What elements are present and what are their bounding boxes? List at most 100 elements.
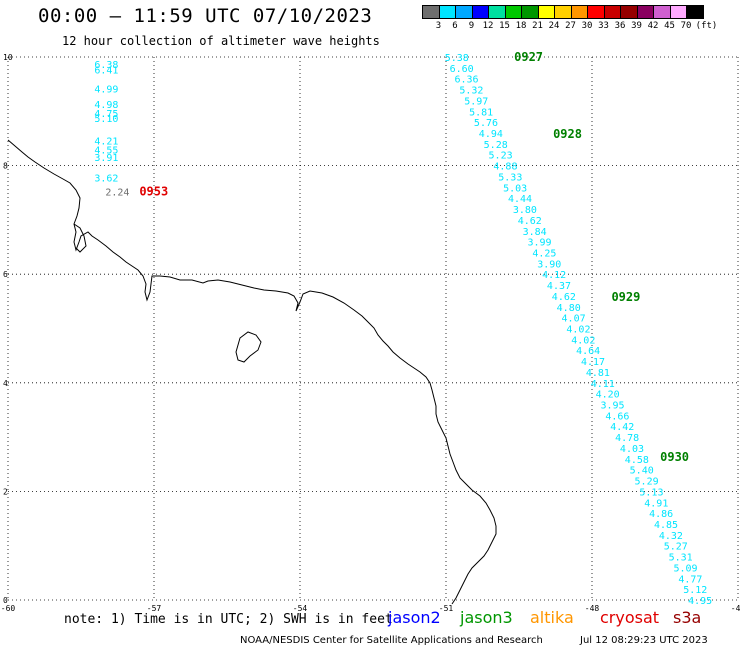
wave-height-label: 4.03 bbox=[620, 444, 644, 455]
scale-label: 15 bbox=[499, 21, 510, 31]
legend-cryosat: cryosat bbox=[600, 608, 660, 627]
coastline bbox=[7, 139, 497, 605]
wave-height-label: 6.41 bbox=[94, 65, 118, 76]
x-tick-label: -51 bbox=[439, 604, 454, 613]
wave-height-label: 4.85 bbox=[654, 520, 678, 531]
legend-jason2: jason2 bbox=[388, 608, 441, 627]
wave-height-label: 3.91 bbox=[94, 153, 118, 164]
wave-height-label: 4.02 bbox=[571, 335, 595, 346]
wave-height-label: 4.12 bbox=[542, 270, 566, 281]
scale-label: 42 bbox=[647, 21, 659, 31]
wave-height-label: 5.76 bbox=[474, 118, 498, 129]
pass-time-label: 0930 bbox=[660, 450, 689, 464]
wave-height-label: 4.37 bbox=[547, 281, 571, 292]
wave-height-label: 4.98 bbox=[94, 100, 118, 111]
page-title: 00:00 – 11:59 UTC 07/10/2023 bbox=[38, 5, 373, 27]
wave-height-label: 4.20 bbox=[596, 390, 620, 401]
wave-height-label: 5.38 bbox=[445, 53, 469, 64]
wave-height-label: 5.09 bbox=[673, 563, 697, 574]
wave-height-label: 4.62 bbox=[518, 216, 542, 227]
scale-label: 12 bbox=[482, 21, 494, 31]
wave-height-label: 4.17 bbox=[581, 357, 605, 368]
wave-height-label: 4.94 bbox=[479, 129, 503, 140]
wave-height-label: 5.13 bbox=[639, 487, 663, 498]
color-scale-labels: 3 6 9 12 15 18 21 24 27 30 33 36 39 42 45 70 (ft) bbox=[422, 21, 740, 33]
footer-note: note: 1) Time is in UTC; 2) SWH is in fe… bbox=[64, 612, 393, 627]
wave-height-label: 4.91 bbox=[644, 498, 668, 509]
legend-altika: altika bbox=[530, 608, 574, 627]
x-tick-label: -60 bbox=[1, 604, 16, 613]
wave-height-label: 3.90 bbox=[537, 259, 561, 270]
wave-height-label: 4.86 bbox=[649, 509, 673, 520]
wave-height-label: 4.11 bbox=[591, 379, 615, 390]
scale-label: 39 bbox=[631, 21, 642, 31]
river-mouth bbox=[73, 223, 87, 253]
y-tick-label: 2 bbox=[3, 487, 8, 496]
y-tick-label: 0 bbox=[3, 596, 8, 605]
scale-swatch bbox=[686, 5, 704, 19]
wave-height-label: 6.38 bbox=[94, 60, 118, 71]
legend-jason3: jason3 bbox=[460, 608, 513, 627]
credit-text: NOAA/NESDIS Center for Satellite Applica… bbox=[240, 635, 543, 646]
color-scale-bar bbox=[422, 5, 704, 19]
wave-height-label: 4.99 bbox=[94, 84, 118, 95]
axis-tick-labels: -60 -57 -54 -51 -48 -45 0 2 4 6 8 10 bbox=[1, 53, 740, 613]
scale-label: 36 bbox=[614, 21, 626, 31]
wave-height-label: 2.24 bbox=[105, 188, 129, 199]
scale-label: 70 bbox=[680, 21, 692, 31]
wave-height-label: 5.27 bbox=[664, 542, 688, 553]
wave-height-label: 5.40 bbox=[630, 466, 654, 477]
wave-height-label: 5.10 bbox=[94, 114, 118, 125]
scale-label: 21 bbox=[532, 21, 543, 31]
wave-height-label: 5.97 bbox=[464, 96, 488, 107]
scale-label: 6 bbox=[452, 21, 458, 31]
scale-label: 27 bbox=[565, 21, 576, 31]
x-tick-label: -48 bbox=[585, 604, 600, 613]
y-tick-label: 8 bbox=[3, 162, 8, 171]
wave-height-label: 4.02 bbox=[566, 325, 590, 336]
wave-height-label: 6.60 bbox=[450, 64, 474, 75]
wave-height-label: 4.75 bbox=[94, 109, 118, 120]
y-tick-label: 10 bbox=[3, 53, 13, 62]
wave-height-label: 4.95 bbox=[688, 596, 712, 607]
wave-height-label: 4.66 bbox=[605, 411, 629, 422]
wave-height-label: 5.23 bbox=[489, 151, 513, 162]
wave-height-label: 4.77 bbox=[678, 574, 702, 585]
wave-height-label: 4.55 bbox=[94, 145, 118, 156]
wave-height-label: 4.78 bbox=[615, 433, 639, 444]
page-subtitle: 12 hour collection of altimeter wave hei… bbox=[62, 34, 380, 48]
wave-height-label: 3.80 bbox=[513, 205, 537, 216]
wave-height-label: 5.28 bbox=[484, 140, 508, 151]
wave-height-label: 4.44 bbox=[508, 194, 532, 205]
wave-height-label: 6.36 bbox=[454, 75, 478, 86]
x-tick-label: -45 bbox=[731, 604, 740, 613]
wave-height-label: 3.95 bbox=[600, 401, 624, 412]
scale-label: 24 bbox=[548, 21, 560, 31]
wave-height-label: 5.31 bbox=[669, 553, 693, 564]
y-tick-label: 6 bbox=[3, 270, 8, 279]
scale-label: 45 bbox=[664, 21, 675, 31]
map-grid bbox=[7, 56, 739, 601]
wave-height-label: 4.21 bbox=[94, 137, 118, 148]
wave-height-label: 5.81 bbox=[469, 107, 493, 118]
wave-height-label: 3.99 bbox=[527, 238, 551, 249]
wave-height-label: 3.62 bbox=[94, 174, 118, 185]
east-track: 5.386.606.365.325.975.815.764.945.285.23… bbox=[445, 50, 712, 607]
wave-height-label: 4.58 bbox=[625, 455, 649, 466]
island bbox=[235, 331, 262, 363]
wave-height-label: 3.84 bbox=[523, 227, 547, 238]
wave-height-label: 4.64 bbox=[576, 346, 600, 357]
pass-time-label: 0927 bbox=[514, 50, 543, 64]
scale-label: 3 bbox=[435, 21, 442, 31]
pass-time-label: 0929 bbox=[611, 290, 640, 304]
x-tick-label: -57 bbox=[147, 604, 162, 613]
wave-height-label: 4.81 bbox=[586, 368, 610, 379]
wave-height-label: 5.03 bbox=[503, 183, 527, 194]
wave-height-label: 4.25 bbox=[532, 248, 556, 259]
pass-time-label: 0953 bbox=[139, 185, 168, 199]
wave-height-label: 4.80 bbox=[557, 303, 581, 314]
wave-height-label: 5.29 bbox=[635, 477, 659, 488]
scale-label: 33 bbox=[598, 21, 609, 31]
